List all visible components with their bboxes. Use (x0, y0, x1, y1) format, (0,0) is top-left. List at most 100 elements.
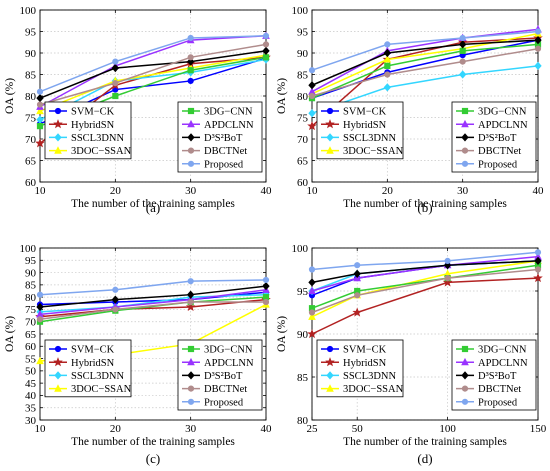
legend-entry-proposed: Proposed (456, 397, 518, 408)
y-tick-label: 80 (297, 415, 309, 427)
y-tick-label: 100 (292, 243, 309, 255)
data-point (534, 28, 542, 35)
series-line (39, 279, 267, 296)
legend-label: SVM−CK (71, 107, 115, 118)
data-point (111, 295, 120, 304)
y-tick-label: 90 (297, 48, 309, 60)
legend-marker (54, 133, 62, 142)
data-point (36, 356, 44, 365)
y-axis-label: OA (%) (276, 316, 288, 352)
data-point (352, 307, 362, 317)
legend-marker (54, 345, 62, 353)
legend-entry-dbctnet: DBCTNet (182, 384, 247, 395)
x-tick-label: 30 (457, 185, 469, 197)
data-point (112, 58, 119, 65)
series-d-s-bot (36, 281, 270, 312)
legend-entry-apdclnn: APDCLNN (182, 120, 254, 131)
y-tick-label: 90 (25, 267, 37, 279)
legend-label: D³S²BoT (478, 371, 517, 382)
series-dbctnet (36, 41, 270, 108)
legend-marker (187, 119, 195, 128)
legend-label: DBCTNet (478, 146, 521, 157)
y-tick-label: 80 (297, 91, 309, 103)
data-point (383, 48, 392, 58)
legend-label: HybridSN (343, 120, 387, 131)
legend-entry-3dg-cnn: 3DG−CNN (182, 345, 253, 356)
legend-marker (325, 357, 335, 367)
data-point (444, 257, 451, 264)
legend-marker (187, 385, 195, 392)
series-proposed (36, 276, 270, 298)
chart-panel-d: 80 85 90 95 100 25 50 100 150 The number of the t… (276, 243, 547, 466)
legend-entry-svm-ck: SVM−CK (321, 107, 387, 118)
data-point (36, 106, 44, 115)
legend-marker (461, 398, 469, 405)
series-line (39, 50, 267, 99)
panel-caption: (a) (146, 200, 160, 215)
series-line (311, 37, 539, 127)
y-tick-label: 95 (297, 286, 309, 298)
legend-marker (461, 133, 469, 142)
legend-label: D³S²BoT (478, 133, 517, 144)
data-point (308, 92, 316, 100)
legend-label: APDCLNN (204, 358, 254, 369)
y-tick-label: 30 (25, 415, 37, 427)
series-line (39, 298, 267, 318)
legend-entry-3dg-cnn: 3DG−CNN (456, 345, 527, 356)
data-point (187, 77, 194, 85)
y-tick-label: 95 (25, 255, 37, 267)
y-tick-label: 95 (297, 26, 309, 38)
series-line (311, 277, 539, 335)
data-point (308, 278, 316, 287)
y-tick-label: 90 (25, 48, 37, 60)
data-point (308, 286, 316, 295)
legend-marker (326, 371, 334, 380)
data-point (262, 298, 270, 306)
data-point (187, 67, 194, 74)
legend-label: DBCTNet (478, 384, 521, 395)
chart-panel-b: 60 65 70 75 80 85 90 95 100 10 20 30 40 The number of… (276, 5, 544, 215)
x-axis-label: The number of the training samples (71, 198, 235, 210)
legend-entry-hybridsn: HybridSN (49, 119, 115, 131)
panel-caption: (d) (417, 451, 432, 466)
data-point (36, 88, 44, 95)
legend-label: Proposed (478, 397, 518, 408)
legend-marker (461, 119, 469, 128)
legend-marker (461, 160, 469, 167)
legend-marker (187, 160, 195, 167)
legend-label: SSCL3DNN (71, 133, 125, 144)
y-tick-label: 75 (297, 112, 309, 124)
data-point (308, 266, 316, 273)
data-point (112, 286, 119, 293)
legend-entry-dbctnet: DBCTNet (182, 146, 247, 157)
legend-marker (187, 357, 195, 366)
legend-label: DBCTNet (204, 146, 247, 157)
series-line (311, 260, 539, 284)
data-point (307, 328, 317, 339)
legend: SVM−CK HybridSN SSCL3DNN 3DOC−SSAN (316, 339, 404, 398)
series-line (39, 289, 267, 316)
series-d-s-bot (308, 256, 542, 287)
legend-label: HybridSN (71, 358, 115, 369)
legend-label: 3DOC−SSAN (343, 384, 404, 395)
legend-entry-3dg-cnn: 3DG−CNN (456, 107, 527, 118)
legend-marker (54, 107, 62, 115)
y-tick-label: 70 (25, 317, 37, 329)
data-point (112, 92, 119, 100)
y-tick-label: 35 (25, 403, 37, 415)
data-point (112, 306, 119, 313)
y-tick-label: 60 (297, 177, 309, 189)
data-point (459, 58, 466, 65)
data-point (187, 298, 194, 306)
x-tick-label: 10 (35, 423, 47, 435)
data-point (354, 292, 361, 299)
data-point (187, 54, 194, 61)
data-point (36, 101, 44, 108)
legend-entry-dbctnet: DBCTNet (456, 384, 521, 395)
series-proposed (36, 32, 270, 95)
x-tick-label: 50 (352, 423, 364, 435)
series-line (311, 43, 539, 99)
series-proposed (308, 249, 542, 273)
y-tick-label: 75 (25, 304, 37, 316)
x-tick-label: 30 (185, 423, 197, 435)
